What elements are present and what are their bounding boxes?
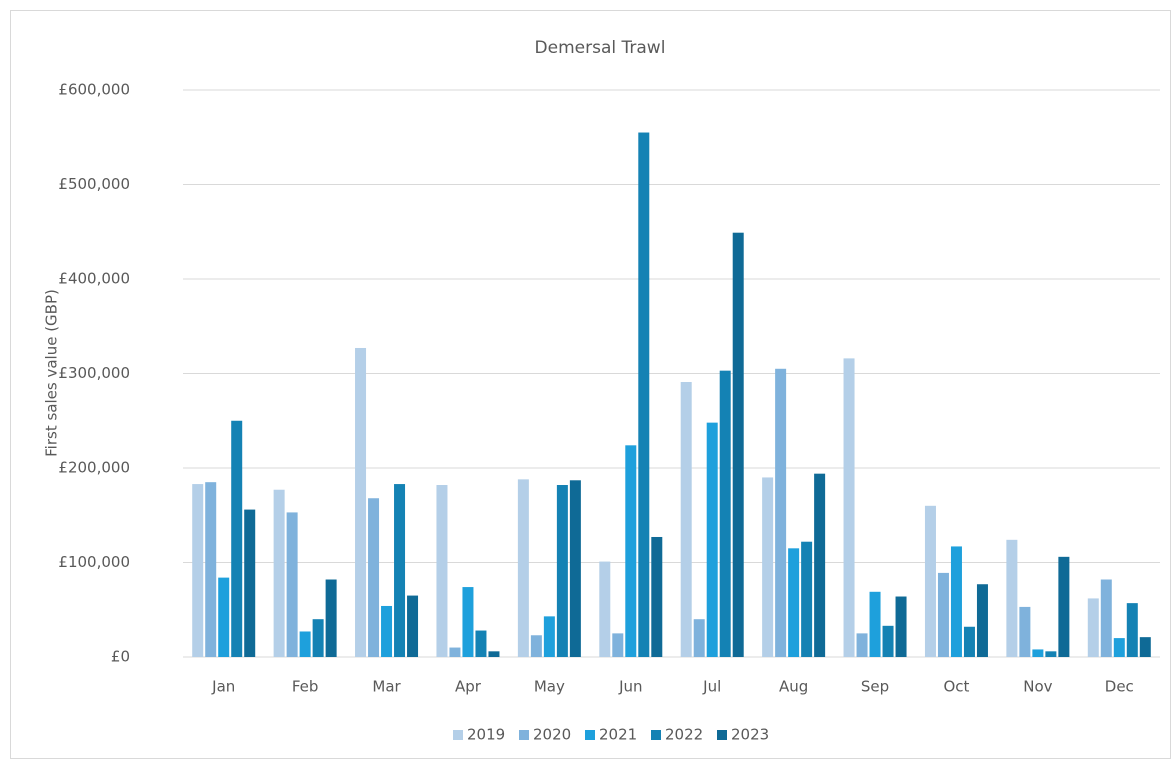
y-tick-label: £300,000 [58, 364, 130, 382]
legend-label: 2023 [731, 726, 769, 744]
bar [1006, 539, 1018, 657]
bar [355, 347, 367, 657]
bar [436, 485, 448, 657]
bar [612, 633, 624, 657]
bar [1113, 638, 1125, 657]
bar [449, 647, 461, 657]
bar [569, 480, 581, 657]
bar [488, 651, 500, 657]
bar [895, 596, 907, 657]
bar [1087, 598, 1099, 657]
bar [599, 561, 611, 657]
y-tick-label: £500,000 [58, 175, 130, 193]
bar [1126, 603, 1138, 657]
bar [244, 509, 256, 657]
x-tick-label: Aug [779, 678, 808, 696]
bar [801, 541, 813, 657]
bar [924, 505, 936, 657]
bar [788, 548, 800, 657]
y-tick-label: £200,000 [58, 459, 130, 477]
bar [719, 370, 731, 657]
y-tick-label: £100,000 [58, 553, 130, 571]
bar [937, 572, 949, 657]
legend-label: 2020 [533, 726, 571, 744]
bar [273, 489, 285, 657]
x-tick-label: Mar [372, 678, 401, 696]
chart-title: Demersal Trawl [535, 38, 666, 58]
bar [775, 368, 787, 657]
bar [693, 619, 705, 657]
legend-label: 2022 [665, 726, 703, 744]
bar [394, 484, 406, 657]
bar [218, 577, 230, 657]
bar [625, 445, 637, 657]
legend-swatch [585, 730, 595, 740]
x-tick-label: Jul [702, 678, 721, 696]
x-tick-label: Oct [943, 678, 969, 696]
legend-label: 2019 [467, 726, 505, 744]
bar [651, 536, 663, 657]
legend-swatch [717, 730, 727, 740]
bar [462, 587, 474, 657]
bar [732, 232, 744, 657]
bar [976, 584, 988, 657]
legend-swatch [453, 730, 463, 740]
y-axis-label: First sales value (GBP) [43, 289, 61, 457]
x-tick-label: Jun [618, 678, 642, 696]
bar [286, 512, 298, 657]
bar [205, 482, 217, 657]
bar [517, 479, 529, 657]
bar [950, 546, 962, 657]
bar [556, 485, 568, 657]
bar [299, 631, 311, 657]
bar [1019, 606, 1031, 657]
bar [325, 579, 337, 657]
bar [475, 630, 487, 657]
bar [814, 473, 826, 657]
bar [680, 382, 692, 657]
bar [1139, 637, 1151, 657]
y-tick-label: £600,000 [58, 81, 130, 99]
bar [869, 591, 881, 657]
chart-frame [10, 10, 1171, 759]
bar [543, 616, 555, 657]
bar [1058, 556, 1070, 657]
legend-label: 2021 [599, 726, 637, 744]
legend-swatch [651, 730, 661, 740]
x-tick-label: Feb [292, 678, 319, 696]
bar [963, 626, 975, 657]
x-tick-label: Nov [1023, 678, 1052, 696]
bar [1100, 579, 1112, 657]
bar [856, 633, 868, 657]
x-tick-label: Jan [211, 678, 235, 696]
x-tick-label: Sep [861, 678, 889, 696]
bar [368, 498, 380, 657]
legend-swatch [519, 730, 529, 740]
bar [843, 358, 855, 657]
bar [192, 484, 204, 657]
bar [706, 422, 718, 657]
bar [381, 605, 393, 657]
y-tick-label: £400,000 [58, 270, 130, 288]
bar [1045, 651, 1057, 657]
bar [312, 619, 324, 657]
x-tick-label: Dec [1105, 678, 1134, 696]
bar [638, 132, 650, 657]
bar [762, 477, 774, 657]
x-tick-label: Apr [455, 678, 482, 696]
bar [231, 420, 243, 657]
y-tick-label: £0 [111, 648, 130, 666]
bar [530, 635, 542, 657]
bar [1032, 649, 1044, 657]
bar [407, 595, 419, 657]
x-tick-label: May [534, 678, 565, 696]
bar [882, 625, 894, 657]
